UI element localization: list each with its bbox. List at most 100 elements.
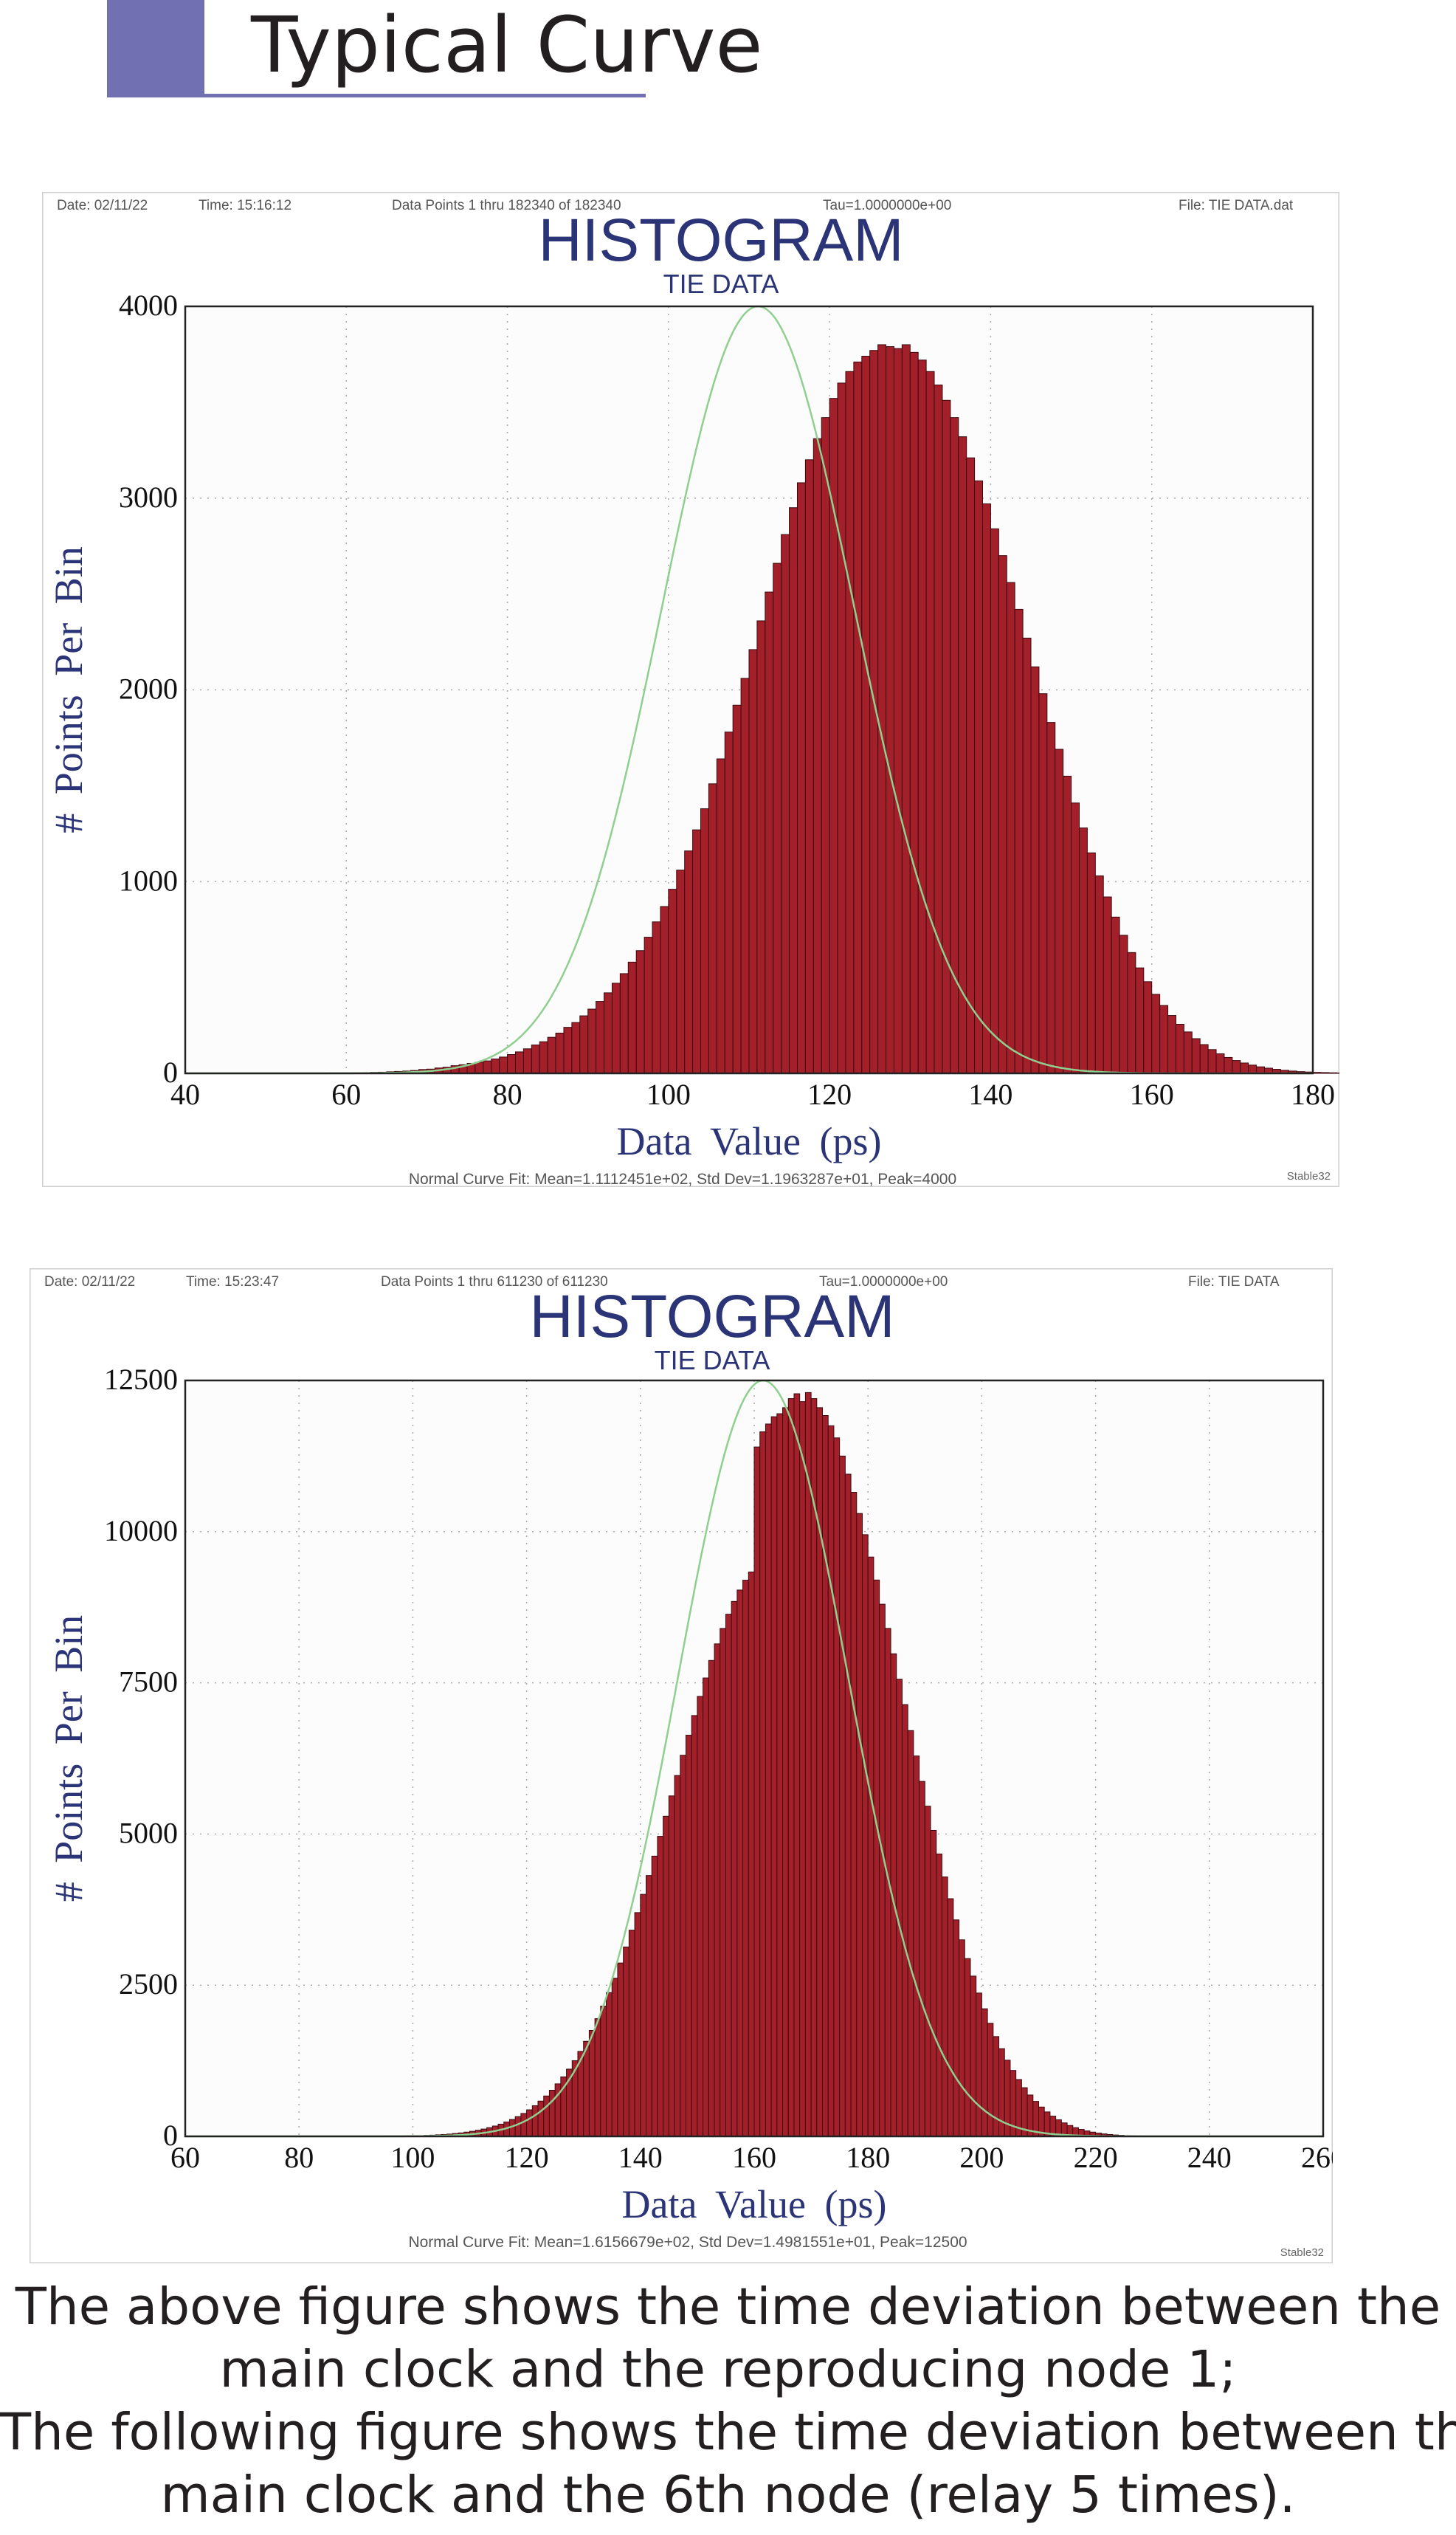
histogram-bar	[796, 482, 806, 1074]
histogram-bar	[1014, 608, 1024, 1074]
histogram-bar	[950, 417, 959, 1074]
x-tick-label: 180	[846, 2141, 890, 2174]
histogram-bar	[759, 1431, 766, 2137]
histogram-bar	[708, 783, 717, 1074]
y-tick-label: 3000	[119, 481, 178, 514]
histogram-bar	[611, 1978, 618, 2137]
histogram-bar	[1063, 775, 1072, 1074]
histogram-bar	[697, 1696, 704, 2137]
x-tick-label: 180	[1291, 1078, 1335, 1111]
histogram-bar	[861, 1534, 869, 2137]
header-file: File: TIE DATA.dat	[1179, 198, 1294, 213]
histogram-bar	[748, 649, 758, 1074]
histogram-bar	[966, 457, 976, 1074]
histogram-bar	[976, 1992, 982, 2137]
histogram-bar	[1119, 935, 1128, 1074]
histogram-bar	[1159, 1005, 1169, 1074]
histogram-bar	[1078, 828, 1088, 1074]
x-tick-label: 60	[331, 1078, 361, 1111]
histogram-bar	[970, 1975, 977, 2137]
header-time: Time: 15:23:47	[186, 1274, 279, 1290]
histogram-bar	[514, 1051, 524, 1074]
histogram-bar	[765, 591, 774, 1074]
y-tick-label: 4000	[119, 289, 178, 322]
histogram-bar	[1006, 582, 1015, 1074]
chart-subtitle: TIE DATA	[655, 1345, 770, 1375]
histogram-bar	[522, 1048, 532, 1074]
y-tick-label: 0	[163, 2119, 178, 2152]
histogram-bar	[583, 2040, 590, 2137]
histogram-bar	[526, 2109, 533, 2137]
histogram-bar	[845, 371, 855, 1074]
histogram-bar	[919, 1781, 925, 2137]
x-tick-label: 160	[1130, 1078, 1174, 1111]
histogram-bar	[571, 1022, 581, 1074]
histogram-bar	[539, 1041, 548, 1074]
histogram-bar	[773, 563, 782, 1074]
histogram-bar	[787, 1398, 795, 2137]
x-tick-label: 80	[284, 2141, 314, 2174]
histogram-bar	[1183, 1031, 1193, 1074]
caption-line: The following figure shows the time devi…	[0, 2403, 1456, 2462]
chart-svg: Date: 02/11/22 Time: 15:16:12 Data Points …	[42, 192, 1339, 1187]
histogram-bar	[748, 1571, 755, 2137]
x-tick-label: 240	[1187, 2141, 1232, 2174]
histogram-bar	[531, 2105, 539, 2137]
histogram-bar	[917, 360, 927, 1074]
x-tick-label: 260	[1301, 2141, 1333, 2174]
chart-title: HISTOGRAM	[538, 207, 903, 274]
histogram-bar	[725, 1614, 732, 2137]
histogram-bar	[1103, 896, 1112, 1074]
histogram-bar	[907, 1730, 914, 2137]
histogram-bar	[877, 344, 887, 1074]
histogram-bar	[982, 503, 991, 1074]
histogram-bar	[822, 1415, 829, 2137]
histogram-bar	[856, 1513, 863, 2137]
y-tick-label: 7500	[119, 1665, 178, 1699]
histogram-bar	[837, 382, 846, 1074]
plot-border	[184, 1379, 1325, 2138]
x-tick-label: 120	[505, 2141, 549, 2174]
histogram-bar	[543, 2095, 550, 2137]
histogram-bar	[600, 2005, 607, 2137]
x-axis-label: Data Value (ps)	[622, 2182, 887, 2226]
histogram-bar	[657, 1836, 664, 2137]
histogram-bar	[1094, 875, 1104, 1074]
histogram-bar	[873, 1579, 880, 2137]
histogram-bar	[684, 850, 694, 1074]
histogram-bar	[765, 1423, 772, 2137]
y-tick-label: 5000	[119, 1816, 178, 1849]
header-points: Data Points 1 thru 611230 of 611230	[381, 1274, 608, 1290]
histogram-bar	[964, 1958, 971, 2137]
histogram-bar	[1127, 952, 1136, 1074]
histogram-bar	[958, 436, 967, 1074]
histogram-bar	[708, 1659, 715, 2137]
x-tick-label: 200	[959, 2141, 1004, 2174]
histogram-bar	[833, 1437, 841, 2137]
histogram-bar	[934, 384, 943, 1074]
x-tick-label: 220	[1074, 2141, 1118, 2174]
histogram-bar	[531, 1045, 540, 1074]
header-tau: Tau=1.0000000e+00	[823, 198, 951, 213]
y-tick-label: 2000	[119, 673, 178, 706]
histogram-bar	[1224, 1056, 1233, 1074]
histogram-bar	[799, 1401, 806, 2137]
histogram-bar	[579, 1015, 589, 1074]
histogram-bar	[736, 1589, 744, 2137]
x-tick-label: 80	[493, 1078, 522, 1111]
histogram-bar	[1046, 722, 1056, 1074]
histogram-bar	[700, 808, 709, 1074]
footer-stable32: Stable32	[1287, 1170, 1331, 1183]
histogram-bar	[619, 973, 629, 1074]
header-time: Time: 15:16:12	[199, 198, 291, 213]
histogram-bar	[714, 1643, 721, 2137]
histogram-bar	[627, 961, 637, 1074]
histogram-bar	[936, 1853, 942, 2137]
histogram-bar	[987, 2023, 994, 2137]
histogram-bar	[692, 829, 702, 1074]
histogram-chart-node6: Date: 02/11/22 Time: 15:23:47 Data Points …	[30, 1268, 1333, 2263]
histogram-bar	[731, 1600, 738, 2137]
histogram-bar	[804, 459, 814, 1074]
header-tau: Tau=1.0000000e+00	[819, 1274, 948, 1290]
histogram-bar	[893, 348, 903, 1074]
